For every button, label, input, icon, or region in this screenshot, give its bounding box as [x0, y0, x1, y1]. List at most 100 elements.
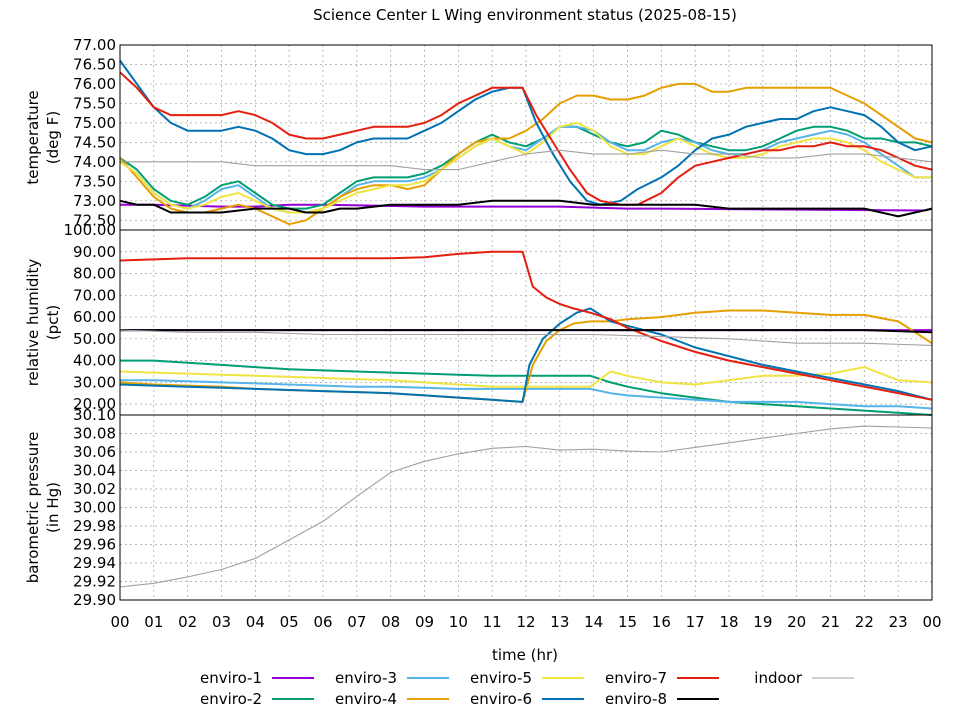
x-tick-label: 06: [313, 613, 332, 631]
legend-label: enviro-1: [200, 669, 262, 687]
y-tick-label: 20.00: [73, 395, 116, 413]
series-line-enviro-7: [119, 250, 933, 401]
x-tick-label: 17: [686, 613, 705, 631]
panel-frame: [119, 414, 933, 601]
legend-label: enviro-2: [200, 690, 262, 708]
y-tick-label: 30.04: [73, 462, 116, 480]
y-tick-label: 80.00: [73, 265, 116, 283]
y-tick-label: 70.00: [73, 286, 116, 304]
y-tick-label: 100.00: [64, 221, 117, 239]
panel-frame: [119, 44, 933, 231]
x-tick-label: 19: [753, 613, 772, 631]
panel-2: 20.00 30.00 40.00 50.00 60.00 70.00 80.00 90.00…: [24, 221, 933, 416]
series-line-indoor: [120, 149, 933, 171]
legend-label: indoor: [754, 669, 803, 687]
y-axis-label: (deg F): [44, 111, 62, 164]
y-tick-label: 29.94: [73, 554, 116, 572]
x-tick-label: 03: [212, 613, 231, 631]
series-line-enviro-5: [119, 366, 933, 388]
series-line-enviro-2: [119, 125, 933, 210]
y-tick-label: 29.98: [73, 517, 116, 535]
x-tick-label: 09: [415, 613, 434, 631]
y-tick-label: 30.10: [73, 406, 116, 424]
panel-3: 29.9029.9229.9429.9629.9830.0030.0230.04…: [24, 406, 933, 609]
y-tick-label: 29.90: [73, 591, 116, 609]
y-tick-label: 75.00: [73, 114, 116, 132]
y-tick-label: 30.08: [73, 425, 116, 443]
series-line-enviro-3: [120, 379, 933, 410]
x-tick-label: 16: [652, 613, 671, 631]
x-tick-label: 13: [550, 613, 569, 631]
x-tick-label: 02: [178, 613, 197, 631]
y-tick-label: 30.02: [73, 480, 116, 498]
x-tick-label: 21: [821, 613, 840, 631]
y-tick-label: 76.50: [73, 55, 116, 73]
chart-title: Science Center L Wing environment status…: [313, 6, 737, 24]
y-tick-label: 72.50: [73, 211, 116, 229]
y-tick-label: 74.50: [73, 133, 116, 151]
x-axis-label: time (hr): [492, 646, 558, 664]
legend-label: enviro-8: [605, 690, 667, 708]
legend-item-enviro-8: enviro-8: [605, 690, 719, 708]
x-tick-label: 18: [719, 613, 738, 631]
series-line-enviro-7: [119, 71, 933, 206]
series-line-indoor: [119, 329, 933, 346]
legend-label: enviro-4: [335, 690, 397, 708]
legend-label: enviro-5: [470, 669, 532, 687]
y-tick-label: 30.00: [73, 499, 116, 517]
y-tick-label: 77.00: [73, 36, 116, 54]
legend-item-enviro-5: enviro-5: [470, 669, 584, 687]
y-tick-label: 73.00: [73, 192, 116, 210]
x-tick-label: 00: [110, 613, 129, 631]
y-axis-label: relative humidity: [24, 259, 42, 387]
y-tick-label: 29.92: [73, 573, 116, 591]
legend-label: enviro-6: [470, 690, 532, 708]
legend-item-enviro-7: enviro-7: [605, 669, 719, 687]
x-tick-label: 01: [144, 613, 163, 631]
y-tick-label: 74.00: [73, 153, 116, 171]
x-tick-label: 22: [855, 613, 874, 631]
x-tick-label: 11: [483, 613, 502, 631]
legend-item-indoor: indoor: [754, 669, 854, 687]
y-tick-label: 40.00: [73, 352, 116, 370]
x-tick-label: 00: [922, 613, 941, 631]
legend-item-enviro-6: enviro-6: [470, 690, 584, 708]
x-tick-label: 07: [347, 613, 366, 631]
legend-label: enviro-7: [605, 669, 667, 687]
y-tick-label: 90.00: [73, 243, 116, 261]
y-tick-label: 30.00: [73, 373, 116, 391]
y-tick-label: 75.50: [73, 94, 116, 112]
x-tick-label: 04: [246, 613, 265, 631]
legend-item-enviro-1: enviro-1: [200, 669, 314, 687]
x-tick-label: 05: [280, 613, 299, 631]
x-tick-label: 12: [516, 613, 535, 631]
x-tick-label: 08: [381, 613, 400, 631]
x-tick-label: 10: [449, 613, 468, 631]
x-tick-label: 14: [584, 613, 603, 631]
legend: enviro-1 enviro-2 enviro-3 enviro-4 enviro-5…: [200, 669, 854, 708]
y-tick-label: 73.50: [73, 172, 116, 190]
y-tick-label: 60.00: [73, 308, 116, 326]
series-line-enviro-2: [120, 359, 933, 416]
series-line-enviro-8: [119, 199, 933, 218]
x-tick-label: 20: [787, 613, 806, 631]
legend-item-enviro-2: enviro-2: [200, 690, 314, 708]
series-line-enviro-8: [120, 329, 933, 334]
y-tick-label: 30.06: [73, 443, 116, 461]
x-tick-label: 15: [618, 613, 637, 631]
series-line-enviro-6: [119, 307, 933, 403]
series-line-enviro-3: [119, 125, 932, 214]
y-axis-label: (pct): [44, 305, 62, 340]
legend-item-enviro-3: enviro-3: [335, 669, 449, 687]
legend-item-enviro-4: enviro-4: [335, 690, 449, 708]
y-axis-label: (in Hg): [44, 482, 62, 533]
y-axis-label: barometric pressure: [24, 432, 42, 584]
series-line-indoor: [119, 425, 933, 588]
x-tick-label: 23: [889, 613, 908, 631]
y-tick-label: 50.00: [73, 330, 116, 348]
legend-label: enviro-3: [335, 669, 397, 687]
x-ticks: 00 01 02 03 04 05 06 07 08 09 10 11 12 13 14 15 16 17 18 19…: [110, 613, 941, 631]
y-tick-label: 76.00: [73, 75, 116, 93]
